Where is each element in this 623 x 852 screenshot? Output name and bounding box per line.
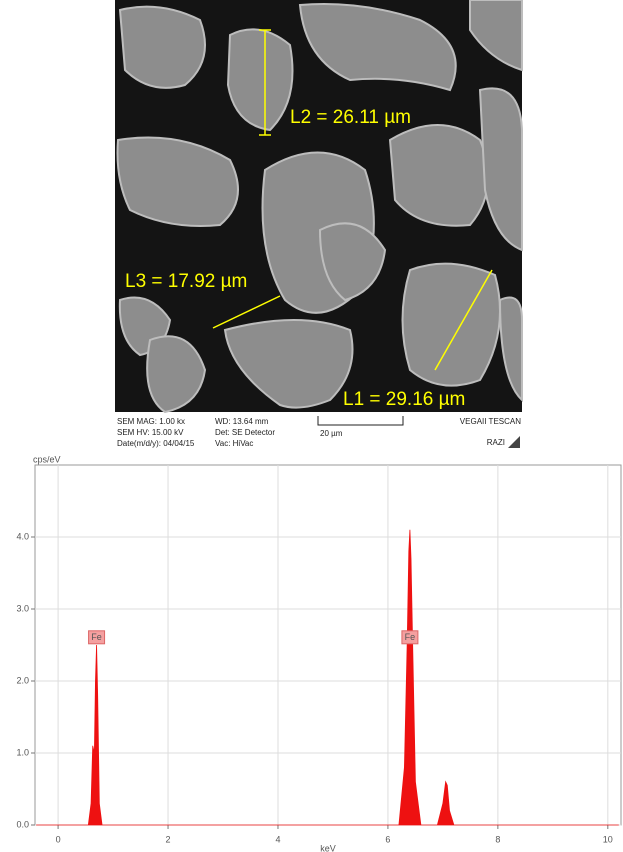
info-text: Date(m/d/y): 04/04/15 xyxy=(117,439,195,448)
spectrum-chart: cps/eV keV 0.0 1.0 2.0 3.0 4.0 0 2 4 6 8 10 Fe Fe xyxy=(16,454,621,852)
x-tick-label: 0 xyxy=(56,834,61,844)
y-tick-label: 3.0 xyxy=(16,603,29,613)
peak-label: Fe xyxy=(91,632,102,642)
info-text: Vac: HiVac xyxy=(215,439,253,448)
x-tick-label: 4 xyxy=(275,834,280,844)
scale-bar xyxy=(318,416,403,425)
measurement-label: L2 = 26.11 µm xyxy=(290,107,411,128)
page: L2 = 26.11 µm L3 = 17.92 µm L1 = 29.16 µ… xyxy=(0,0,623,852)
x-tick-label: 6 xyxy=(385,834,390,844)
x-tick-label: 10 xyxy=(603,834,613,844)
info-text: SEM HV: 15.00 kV xyxy=(117,428,184,437)
y-tick-label: 4.0 xyxy=(16,531,29,541)
x-axis-label: keV xyxy=(320,843,336,852)
plot-area xyxy=(35,465,621,825)
y-tick-label: 1.0 xyxy=(16,747,29,757)
x-tick-label: 8 xyxy=(495,834,500,844)
y-tick-label: 0.0 xyxy=(16,819,29,829)
x-tick-label: 2 xyxy=(166,834,171,844)
info-text: VEGAII TESCAN xyxy=(460,417,521,426)
sem-image: L2 = 26.11 µm L3 = 17.92 µm L1 = 29.16 µ… xyxy=(115,0,522,412)
info-text: WD: 13.64 mm xyxy=(215,417,269,426)
info-text: SEM MAG: 1.00 kx xyxy=(117,417,185,426)
info-text: RAZI xyxy=(487,438,505,447)
measurement-label: L1 = 29.16 µm xyxy=(343,389,465,410)
info-text: 20 µm xyxy=(320,429,343,438)
y-tick-label: 2.0 xyxy=(16,675,29,685)
figure: L2 = 26.11 µm L3 = 17.92 µm L1 = 29.16 µ… xyxy=(0,0,623,852)
info-text: Det: SE Detector xyxy=(215,428,275,437)
logo xyxy=(508,436,520,448)
measurement-label: L3 = 17.92 µm xyxy=(125,271,247,292)
sem-info: SEM MAG: 1.00 kx SEM HV: 15.00 kV Date(m… xyxy=(117,416,521,448)
peak-label: Fe xyxy=(405,632,416,642)
y-axis-label: cps/eV xyxy=(33,454,61,464)
